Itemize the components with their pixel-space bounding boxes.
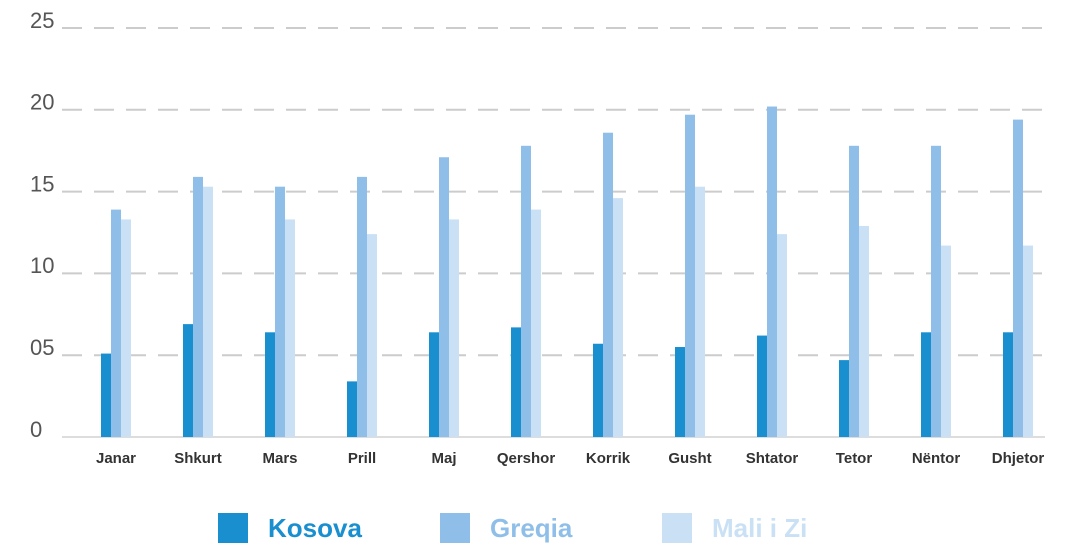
bar	[767, 106, 777, 437]
y-tick-label: 10	[30, 253, 54, 278]
bar	[357, 176, 367, 437]
bar	[275, 186, 285, 437]
legend-label: Mali i Zi	[712, 513, 807, 543]
bar	[675, 347, 685, 437]
x-tick-label: Dhjetor	[992, 450, 1045, 467]
legend-swatch	[662, 513, 692, 543]
bar	[695, 186, 705, 437]
bar	[521, 145, 531, 438]
x-tick-label: Shtator	[746, 450, 799, 467]
y-tick-label: 20	[30, 90, 54, 115]
bar	[839, 360, 849, 437]
y-tick-label: 0	[30, 417, 42, 442]
bar	[1003, 332, 1013, 437]
bar	[757, 335, 767, 437]
x-tick-label: Korrik	[586, 450, 631, 467]
bar	[347, 381, 357, 437]
legend-label: Greqia	[490, 513, 573, 543]
bar	[931, 145, 941, 438]
bar	[429, 332, 439, 437]
bar	[613, 198, 623, 437]
bar	[777, 234, 787, 437]
bar	[685, 114, 695, 437]
y-tick-label: 15	[30, 171, 54, 196]
x-tick-label: Janar	[96, 450, 136, 467]
x-tick-label: Prill	[348, 450, 376, 467]
bar	[859, 225, 869, 437]
bar	[531, 209, 541, 437]
x-tick-label: Gusht	[668, 450, 711, 467]
bar	[921, 332, 931, 437]
x-tick-label: Shkurt	[174, 450, 222, 467]
x-tick-label: Nëntor	[912, 450, 960, 467]
bar	[1023, 245, 1033, 437]
bar	[439, 157, 449, 437]
bar	[511, 327, 521, 437]
bar	[1013, 119, 1023, 437]
x-tick-label: Tetor	[836, 450, 873, 467]
bar	[101, 353, 111, 437]
bar	[603, 132, 613, 438]
bar	[265, 332, 275, 437]
legend-swatch	[218, 513, 248, 543]
bar	[849, 145, 859, 438]
bar	[285, 219, 295, 437]
x-tick-label: Maj	[431, 450, 456, 467]
bar	[367, 234, 377, 437]
legend-label: Kosova	[268, 513, 362, 543]
y-tick-label: 05	[30, 335, 54, 360]
bar	[111, 209, 121, 437]
bar	[593, 343, 603, 437]
bar	[193, 176, 203, 437]
x-tick-label: Qershor	[497, 450, 556, 467]
y-tick-label: 25	[30, 8, 54, 33]
x-tick-label: Mars	[262, 450, 297, 467]
bar	[449, 219, 459, 437]
bar	[941, 245, 951, 437]
bar	[203, 186, 213, 437]
legend-swatch	[440, 513, 470, 543]
bar	[183, 324, 193, 437]
bar	[121, 219, 131, 437]
